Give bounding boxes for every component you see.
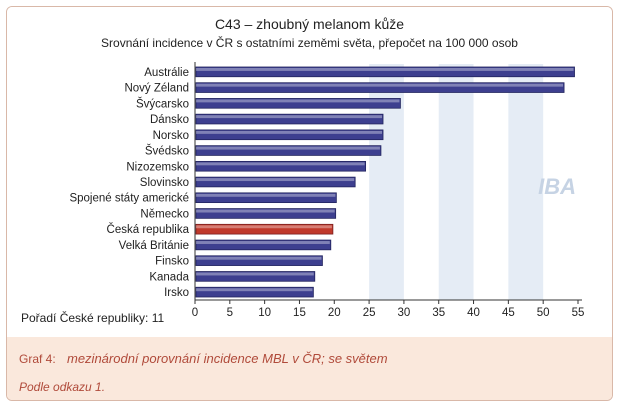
bar-sheen-10 [196,225,332,229]
chart-title: C43 – zhoubný melanom kůže [214,16,405,32]
x-tick-label-6: 30 [398,307,411,319]
bar-sheen-9 [196,209,335,213]
bar-5 [195,145,382,156]
bar-11 [195,239,332,251]
bar-sheen-12 [196,256,322,260]
category-label-3: Dánsko [150,114,189,126]
category-label-8: Spojené státy americké [69,193,189,205]
caption-text: mezinárodní porovnání incidence MBL v ČR… [67,351,388,366]
rank-note: Pořadí České republiky: 11 [21,311,165,325]
x-tick-label-0: 0 [192,307,198,319]
x-tick-label-8: 40 [467,307,480,319]
category-label-6: Nizozemsko [126,161,189,173]
background-band-2 [508,64,544,300]
bar-chart: IBA Austrálie Nový Zéland Švýcarsko Dánsko No… [69,62,585,319]
bar-sheen-6 [196,162,365,166]
bar-7 [195,176,356,188]
x-tick-label-5: 25 [363,307,376,319]
figure-frame: IBA Austrálie Nový Zéland Švýcarsko Dánsko No… [6,6,613,401]
category-label-0: Austrálie [144,67,189,79]
caption-prefix: Graf 4: [19,352,56,366]
x-tick-label-3: 15 [293,307,306,319]
chart-panel: IBA Austrálie Nový Zéland Švýcarsko Dánsko No… [7,7,612,335]
bar-12 [195,255,323,266]
bar-sheen-14 [196,288,313,292]
x-tick-label-1: 5 [227,307,233,319]
category-label-5: Švédsko [145,145,189,158]
bar-14 [195,286,314,298]
bar-1 [195,82,565,93]
bar-sheen-3 [196,115,383,119]
x-tick-label-10: 50 [537,307,550,319]
category-label-11: Velká Británie [119,240,189,252]
chart-subtitle: Srovnání incidence v ČR s ostatními země… [101,36,518,50]
x-tick-label-9: 45 [502,307,515,319]
bar-0 [195,66,575,78]
bar-3 [195,113,384,125]
bar-6 [195,160,367,172]
bar-sheen-1 [196,83,564,87]
category-label-9: Německo [140,208,189,220]
bar-sheen-8 [196,193,336,197]
bar-10 [195,223,334,235]
category-label-7: Slovinsko [140,177,189,189]
category-label-2: Švýcarsko [136,97,189,110]
x-tick-label-7: 35 [432,307,445,319]
source-text: Podle odkazu 1. [19,380,106,394]
bar-sheen-11 [196,241,330,244]
x-tick-label-2: 10 [258,307,271,319]
category-label-14: Irsko [164,287,189,299]
x-tick-label-4: 20 [328,307,341,319]
background-band-1 [438,64,474,300]
category-label-1: Nový Zéland [124,83,189,95]
bar-2 [195,98,401,109]
bar-4 [195,129,384,141]
bar-sheen-13 [196,272,314,276]
bar-8 [195,192,337,204]
category-label-10: Česká republika [107,223,190,236]
caption-panel: Graf 4: mezinárodní porovnání incidence … [7,337,612,400]
bar-sheen-4 [196,130,383,134]
bar-sheen-7 [196,178,355,182]
category-label-4: Norsko [153,130,189,142]
bar-sheen-5 [196,146,380,150]
category-label-13: Kanada [149,271,189,283]
bar-sheen-0 [196,67,574,71]
watermark-logo: IBA [538,174,576,199]
bar-9 [195,208,337,219]
bar-13 [195,271,316,282]
x-tick-label-11: 55 [572,307,585,319]
category-label-12: Finsko [155,256,189,268]
bar-sheen-2 [196,99,400,103]
